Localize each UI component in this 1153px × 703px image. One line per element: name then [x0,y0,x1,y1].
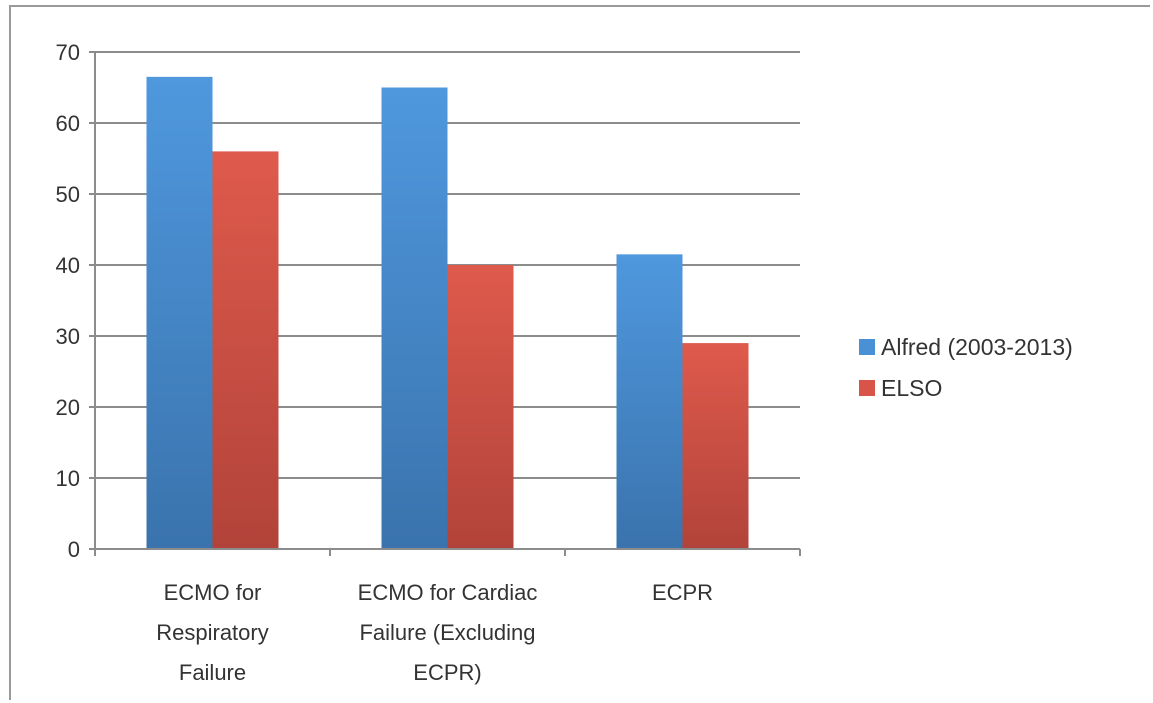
category-label: ECMO for Cardiac [358,580,538,605]
y-tick-labels: 0 10 20 30 40 50 60 70 [56,40,80,562]
bar-alfred-1 [381,87,448,549]
bar-elso-2 [682,343,749,549]
bar-alfred-0 [146,76,213,549]
legend-label: Alfred (2003-2013) [881,334,1073,360]
category-label: Respiratory [156,620,268,645]
category-label: ECMO for [164,580,262,605]
category-label: Failure [179,660,246,685]
category-labels: ECMO for Respiratory Failure ECMO for Cardi… [156,580,713,685]
y-tick-label: 20 [56,395,80,420]
axes [89,51,801,556]
category-label: ECPR) [413,660,481,685]
legend-label: ELSO [881,375,942,401]
y-tick-label: 10 [56,466,80,491]
legend-swatch [859,380,875,396]
y-tick-label: 30 [56,324,80,349]
y-tick-label: 60 [56,111,80,136]
y-tick-label: 0 [68,537,80,562]
category-label: Failure (Excluding [359,620,535,645]
bars [146,76,749,549]
bar-elso-0 [212,151,279,549]
bar-elso-1 [447,265,514,549]
y-tick-label: 70 [56,40,80,65]
y-tick-label: 40 [56,253,80,278]
y-tick-label: 50 [56,182,80,207]
category-label: ECPR [652,580,713,605]
legend-swatch [859,339,875,355]
legend: Alfred (2003-2013) ELSO [859,334,1073,401]
bar-alfred-2 [616,254,683,549]
